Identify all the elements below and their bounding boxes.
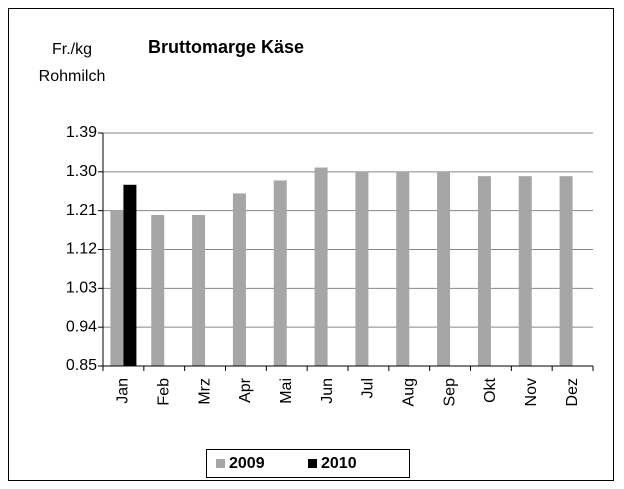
legend-swatch — [216, 459, 225, 468]
y-tick-label: 1.21 — [66, 202, 97, 219]
bar — [314, 167, 328, 366]
y-tick-label: 1.39 — [66, 124, 97, 141]
x-tick-label: Jul — [360, 378, 377, 398]
x-tick-label: Mrz — [196, 378, 213, 405]
chart-title: Bruttomarge Käse — [148, 37, 304, 57]
bar — [232, 193, 246, 366]
x-tick-label: Apr — [237, 377, 254, 403]
x-tick-label: Dez — [564, 378, 581, 406]
bar — [151, 214, 165, 366]
bar — [396, 171, 410, 366]
bar — [477, 176, 491, 366]
bar — [273, 180, 287, 366]
y-axis-label: Fr./kg — [52, 41, 92, 58]
chart-frame — [8, 8, 614, 481]
legend-swatch — [308, 459, 317, 468]
bar — [192, 214, 206, 366]
bar — [518, 176, 532, 366]
x-tick-label: Jan — [115, 378, 132, 404]
bar — [355, 171, 369, 366]
y-tick-label: 1.03 — [66, 280, 97, 297]
x-tick-label: Okt — [482, 377, 499, 402]
y-tick-label: 1.30 — [66, 163, 97, 180]
x-tick-label: Sep — [441, 378, 458, 407]
x-tick-label: Aug — [400, 378, 417, 406]
bar — [110, 210, 124, 366]
bar — [123, 184, 137, 366]
x-tick-label: Feb — [155, 378, 172, 406]
legend-label: 2009 — [229, 455, 265, 472]
bar — [559, 176, 573, 366]
bar — [437, 171, 451, 366]
y-tick-label: 0.94 — [66, 318, 97, 335]
x-tick-label: Jun — [319, 378, 336, 404]
legend-label: 2010 — [321, 455, 357, 472]
x-tick-label: Mai — [278, 378, 295, 404]
y-axis-label: Rohmilch — [39, 68, 106, 85]
y-tick-label: 0.85 — [66, 357, 97, 374]
x-tick-label: Nov — [523, 378, 540, 406]
y-tick-label: 1.12 — [66, 241, 97, 258]
